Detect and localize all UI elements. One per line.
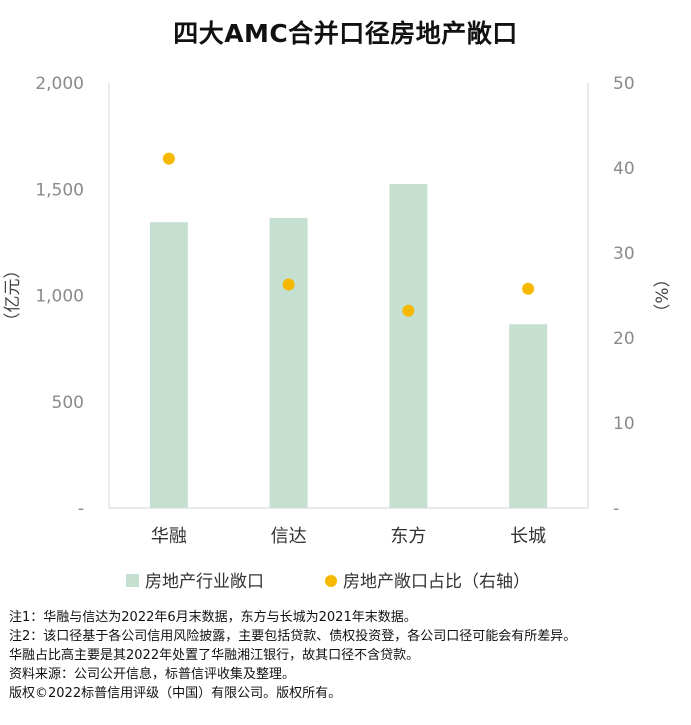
y2-tick-label: 40 <box>613 159 635 179</box>
chart: - 500 1,000 1,500 2,000 - 10 20 30 40 50 （亿元） （%） 华融 信… <box>3 74 673 592</box>
y2-tick-label: 20 <box>613 329 635 349</box>
data-point <box>402 304 415 317</box>
legend-swatch-point <box>325 575 337 587</box>
y2-tick-label: - <box>613 499 619 519</box>
y-tick-label: 1,500 <box>35 180 84 200</box>
legend-swatch-bar <box>126 574 139 587</box>
y2-tick-label: 10 <box>613 414 635 434</box>
x-tick-label: 长城 <box>510 526 546 547</box>
x-tick-label: 信达 <box>271 526 307 547</box>
bar <box>389 183 428 508</box>
bar <box>509 324 548 508</box>
chart-title: 四大AMC合并口径房地产敞口 <box>173 19 518 48</box>
y2-tick-label: 30 <box>613 244 635 264</box>
y-tick-label: 2,000 <box>35 74 84 94</box>
note-line: 版权©2022标普信用评级（中国）有限公司。版权所有。 <box>9 686 342 701</box>
y-tick-label: - <box>78 499 84 519</box>
legend-label: 房地产敞口占比（右轴） <box>343 572 530 592</box>
notes: 注1：华融与信达为2022年6月末数据，东方与长城为2021年末数据。 注2：该… <box>9 608 685 703</box>
y2-axis-title: （%） <box>653 270 673 320</box>
y2-tick-label: 50 <box>613 74 635 94</box>
note-line: 资料来源：公司公开信息，标普信评收集及整理。 <box>9 667 296 682</box>
y-axis-title: （亿元） <box>3 262 23 330</box>
x-tick-label: 华融 <box>151 526 187 547</box>
note-line: 注1：华融与信达为2022年6月末数据，东方与长城为2021年末数据。 <box>9 610 417 625</box>
data-point <box>282 278 295 291</box>
x-tick-label: 东方 <box>390 526 426 547</box>
data-point <box>162 152 175 165</box>
data-point <box>522 282 535 295</box>
legend-label: 房地产行业敞口 <box>145 572 264 592</box>
y-tick-label: 1,000 <box>35 287 84 307</box>
note-line: 华融占比高主要是其2022年处置了华融湘江银行，故其口径不含贷款。 <box>9 648 420 663</box>
note-line: 注2：该口径基于各公司信用风险披露，主要包括贷款、债权投资登，各公司口径可能会有… <box>9 629 577 644</box>
y-tick-label: 500 <box>52 393 84 413</box>
bar <box>269 217 308 508</box>
bar <box>149 222 188 508</box>
